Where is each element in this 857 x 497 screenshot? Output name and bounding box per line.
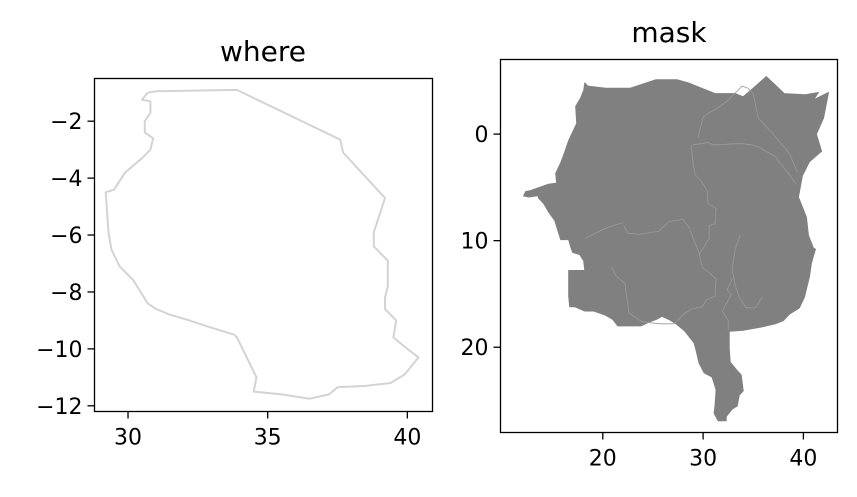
where-data-layer: [104, 88, 420, 400]
y-tick-label: 20: [461, 336, 489, 361]
where-outline-line: [104, 88, 420, 400]
mask-internal-boundary: [690, 144, 717, 255]
y-tick-label: −4: [50, 167, 82, 192]
mask-internal-boundary: [731, 235, 763, 309]
mask-internal-boundary: [721, 278, 733, 331]
mask-internal-boundary: [697, 85, 798, 173]
y-tick-label: −6: [50, 224, 82, 249]
chart-title-where: where: [220, 35, 306, 68]
y-tick-label: 10: [461, 230, 489, 255]
x-tick-label: 35: [254, 426, 282, 451]
mask-region-fill: [523, 76, 829, 422]
mask-internal-boundary: [584, 222, 624, 239]
x-tick-label: 20: [589, 447, 617, 472]
mask-internal-boundary: [611, 229, 717, 325]
y-tick-label: −12: [36, 395, 82, 420]
x-tick-label: 30: [114, 426, 142, 451]
y-tick-label: 0: [475, 123, 489, 148]
chart-title-mask: mask: [631, 16, 707, 49]
x-tick-label: 40: [789, 447, 817, 472]
x-tick-label: 40: [393, 426, 421, 451]
x-tick-label: 30: [689, 447, 717, 472]
mask-internal-boundary: [623, 218, 691, 235]
mask-data-layer: [523, 76, 829, 422]
mask-internal-boundary: [693, 142, 797, 185]
y-tick-label: −2: [50, 110, 82, 135]
y-tick-label: −8: [50, 281, 82, 306]
y-tick-label: −10: [36, 338, 82, 363]
where-axes: 30 35 40 −2 −4 −6 −8 −10 −12: [36, 110, 421, 450]
mask-axes: 20 30 40 0 10 20: [461, 123, 818, 471]
axes-frame-mask: [499, 58, 839, 434]
panel-mask: mask 20 30 40 0 10 20: [461, 16, 839, 472]
axes-frame-where: [93, 77, 434, 413]
panel-where: where 30 35 40 −2 −4 −6 −8 −10 −12: [36, 35, 434, 451]
